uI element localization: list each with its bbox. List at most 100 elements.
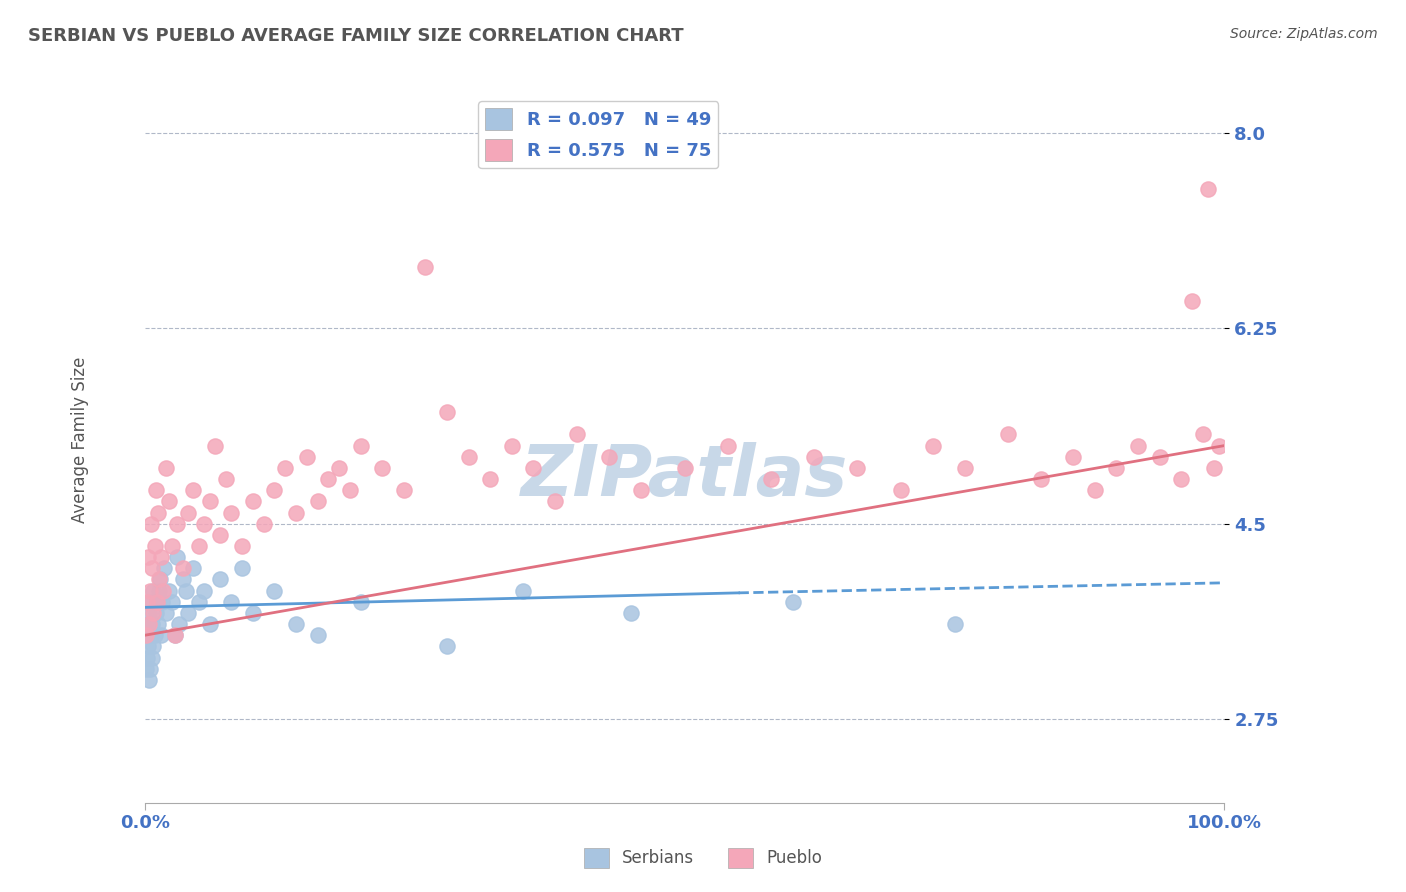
Point	[169, 617, 191, 632]
Point	[803, 450, 825, 464]
Point	[135, 628, 157, 642]
Point	[1062, 450, 1084, 464]
Point	[392, 483, 415, 498]
Point	[198, 617, 221, 632]
Point	[274, 461, 297, 475]
Point	[135, 662, 157, 676]
Point	[1105, 461, 1128, 475]
Point	[673, 461, 696, 475]
Point	[1208, 439, 1230, 453]
Point	[1149, 450, 1171, 464]
Point	[139, 662, 162, 676]
Point	[436, 640, 458, 654]
Text: Source: ZipAtlas.com: Source: ZipAtlas.com	[1230, 27, 1378, 41]
Point	[153, 561, 176, 575]
Point	[138, 617, 160, 632]
Point	[198, 494, 221, 508]
Point	[138, 606, 160, 620]
Point	[307, 628, 329, 642]
Point	[143, 539, 166, 553]
Point	[1191, 427, 1213, 442]
Point	[204, 439, 226, 453]
Point	[142, 640, 165, 654]
Point	[620, 606, 643, 620]
Point	[1170, 472, 1192, 486]
Point	[166, 550, 188, 565]
Point	[141, 650, 163, 665]
Point	[284, 506, 307, 520]
Point	[148, 583, 170, 598]
Text: SERBIAN VS PUEBLO AVERAGE FAMILY SIZE CORRELATION CHART: SERBIAN VS PUEBLO AVERAGE FAMILY SIZE CO…	[28, 27, 683, 45]
Point	[263, 583, 285, 598]
Point	[166, 516, 188, 531]
Point	[145, 606, 167, 620]
Point	[457, 450, 479, 464]
Point	[263, 483, 285, 498]
Point	[142, 606, 165, 620]
Point	[231, 561, 253, 575]
Point	[479, 472, 502, 486]
Point	[307, 494, 329, 508]
Point	[172, 561, 194, 575]
Point	[155, 461, 177, 475]
Point	[142, 583, 165, 598]
Point	[717, 439, 740, 453]
Point	[997, 427, 1019, 442]
Point	[955, 461, 977, 475]
Point	[339, 483, 361, 498]
Point	[1084, 483, 1107, 498]
Point	[242, 494, 264, 508]
Point	[155, 606, 177, 620]
Point	[136, 595, 159, 609]
Point	[242, 606, 264, 620]
Point	[350, 595, 373, 609]
Text: ZIPatlas: ZIPatlas	[520, 442, 848, 511]
Point	[141, 628, 163, 642]
Point	[350, 439, 373, 453]
Point	[138, 673, 160, 687]
Point	[1197, 182, 1219, 196]
Point	[136, 640, 159, 654]
Point	[889, 483, 911, 498]
Point	[136, 550, 159, 565]
Point	[782, 595, 804, 609]
Point	[371, 461, 394, 475]
Point	[193, 516, 215, 531]
Point	[145, 483, 167, 498]
Point	[174, 583, 197, 598]
Point	[544, 494, 567, 508]
Point	[141, 516, 163, 531]
Point	[177, 506, 200, 520]
Point	[565, 427, 588, 442]
Point	[252, 516, 274, 531]
Point	[160, 595, 183, 609]
Point	[215, 472, 238, 486]
Point	[146, 506, 169, 520]
Point	[177, 606, 200, 620]
Y-axis label: Average Family Size: Average Family Size	[72, 357, 89, 524]
Point	[1202, 461, 1225, 475]
Point	[295, 450, 318, 464]
Point	[157, 583, 180, 598]
Point	[145, 595, 167, 609]
Point	[284, 617, 307, 632]
Point	[146, 617, 169, 632]
Point	[630, 483, 652, 498]
Point	[183, 561, 205, 575]
Point	[501, 439, 523, 453]
Point	[328, 461, 350, 475]
Legend: R = 0.097   N = 49, R = 0.575   N = 75: R = 0.097 N = 49, R = 0.575 N = 75	[478, 101, 718, 169]
Point	[141, 617, 163, 632]
Point	[1029, 472, 1052, 486]
Point	[157, 494, 180, 508]
Point	[318, 472, 340, 486]
Point	[150, 550, 173, 565]
Point	[141, 561, 163, 575]
Point	[139, 583, 162, 598]
Point	[522, 461, 544, 475]
Point	[1181, 293, 1204, 308]
Point	[415, 260, 437, 274]
Point	[219, 506, 242, 520]
Point	[149, 573, 172, 587]
Point	[1126, 439, 1149, 453]
